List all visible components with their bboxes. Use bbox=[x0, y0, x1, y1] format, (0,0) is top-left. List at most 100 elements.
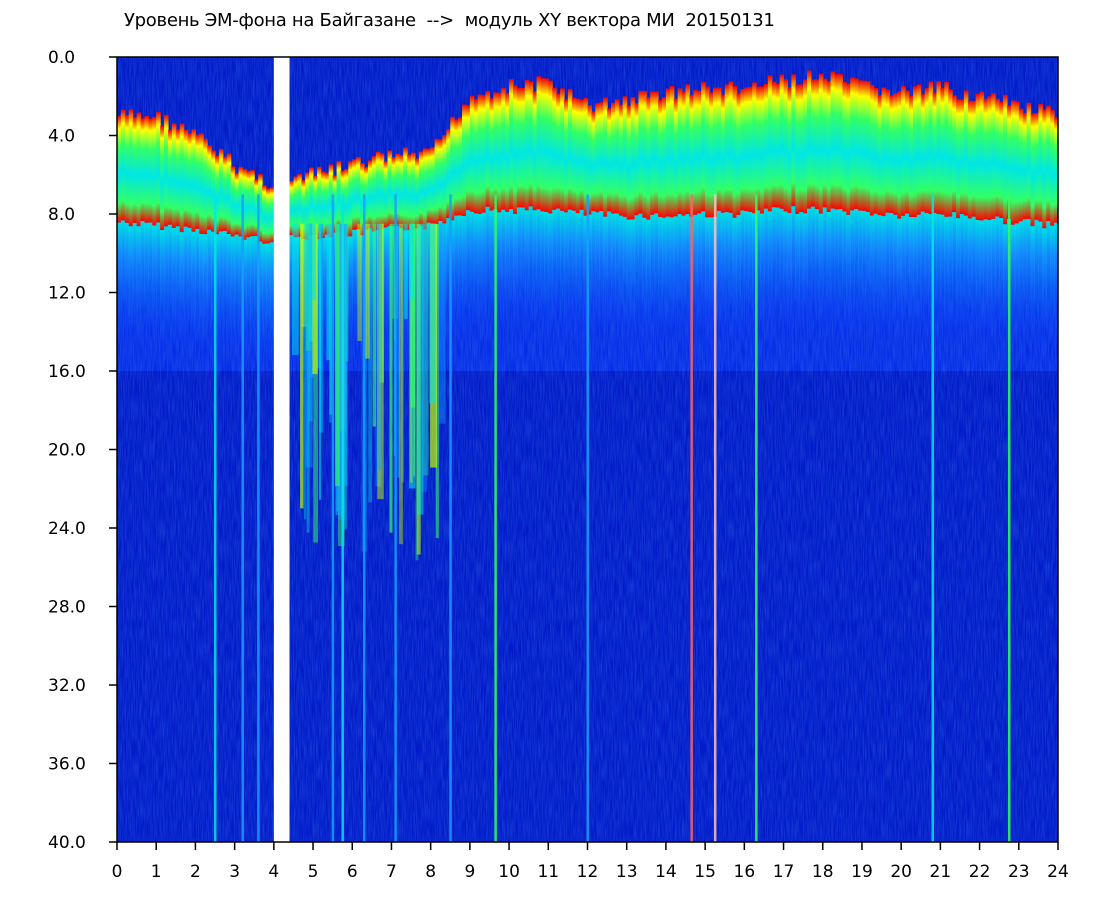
band-under-column bbox=[814, 209, 820, 335]
band-under-column bbox=[842, 211, 847, 338]
band-column bbox=[403, 147, 408, 231]
band-column bbox=[164, 114, 169, 227]
band-column bbox=[167, 129, 173, 225]
band-column bbox=[124, 114, 130, 223]
band-under-column bbox=[877, 215, 883, 341]
band-under-column bbox=[959, 214, 965, 340]
band-column bbox=[889, 95, 894, 214]
band-under-column bbox=[391, 226, 396, 352]
plume-streak bbox=[318, 223, 322, 500]
band-column bbox=[250, 170, 255, 237]
y-tick-label: 36.0 bbox=[48, 755, 86, 775]
band-under-column bbox=[489, 210, 494, 337]
band-column bbox=[924, 88, 930, 213]
band-column bbox=[536, 76, 542, 210]
band-column bbox=[940, 87, 945, 215]
band-under-column bbox=[732, 217, 738, 344]
band-under-column bbox=[705, 217, 710, 343]
band-under-column bbox=[846, 214, 851, 341]
band-column bbox=[583, 97, 589, 216]
band-column bbox=[646, 97, 651, 220]
band-under-column bbox=[469, 211, 475, 338]
band-column bbox=[709, 92, 714, 218]
band-under-column bbox=[901, 215, 906, 342]
band-under-column bbox=[524, 210, 530, 336]
band-column bbox=[391, 157, 396, 227]
plume-streak bbox=[438, 223, 446, 424]
band-column bbox=[822, 78, 828, 208]
band-column bbox=[661, 97, 667, 218]
x-tick-label: 18 bbox=[812, 862, 834, 882]
band-column bbox=[395, 153, 400, 227]
band-under-column bbox=[497, 212, 502, 338]
band-under-column bbox=[1038, 221, 1043, 348]
band-under-column bbox=[516, 207, 522, 333]
band-column bbox=[469, 95, 475, 212]
band-column bbox=[520, 87, 526, 208]
band-column bbox=[916, 84, 922, 215]
band-column bbox=[305, 172, 310, 241]
vertical-streak bbox=[241, 194, 244, 842]
band-column bbox=[497, 92, 502, 213]
band-column bbox=[944, 81, 949, 217]
plume-streak bbox=[421, 223, 428, 492]
band-column bbox=[477, 94, 483, 214]
band-under-column bbox=[560, 210, 565, 337]
band-column bbox=[987, 96, 992, 220]
band-column bbox=[1050, 110, 1055, 226]
band-under-column bbox=[697, 213, 702, 339]
band-column bbox=[544, 78, 549, 212]
band-column bbox=[818, 73, 824, 214]
plume-streak bbox=[399, 223, 403, 545]
band-under-column bbox=[897, 218, 902, 345]
band-column bbox=[226, 153, 232, 235]
band-under-column bbox=[505, 211, 510, 338]
band-column bbox=[1034, 112, 1039, 220]
y-tick-label: 12.0 bbox=[48, 284, 86, 304]
band-under-column bbox=[348, 236, 353, 362]
plume-streak bbox=[404, 223, 408, 319]
plume-streak bbox=[379, 223, 384, 383]
band-column bbox=[920, 94, 926, 212]
x-tick-label: 12 bbox=[577, 862, 599, 882]
band-under-column bbox=[332, 232, 338, 359]
band-column bbox=[556, 93, 561, 209]
band-under-column bbox=[924, 212, 930, 339]
x-tick-label: 14 bbox=[655, 862, 677, 882]
band-column bbox=[379, 153, 385, 230]
band-under-column bbox=[916, 214, 922, 341]
plume-streak bbox=[357, 223, 362, 342]
band-under-column bbox=[540, 211, 545, 337]
band-column bbox=[152, 116, 157, 226]
band-column bbox=[442, 135, 447, 224]
plume-streak bbox=[303, 223, 307, 520]
band-column bbox=[175, 129, 181, 227]
band-under-column bbox=[450, 220, 455, 346]
band-column bbox=[426, 148, 432, 223]
band-column bbox=[952, 95, 957, 213]
band-under-column bbox=[736, 214, 742, 341]
band-under-column bbox=[1050, 225, 1055, 352]
band-column bbox=[971, 100, 977, 217]
band-under-column bbox=[473, 213, 479, 339]
band-column bbox=[893, 93, 898, 215]
band-column bbox=[156, 111, 161, 223]
band-column bbox=[258, 174, 263, 242]
band-under-column bbox=[269, 242, 275, 368]
band-under-column bbox=[222, 230, 228, 357]
band-under-column bbox=[203, 234, 208, 360]
band-under-column bbox=[579, 209, 585, 336]
band-under-column bbox=[618, 215, 624, 342]
band-column bbox=[897, 91, 902, 219]
band-under-column bbox=[763, 208, 769, 335]
band-column bbox=[618, 104, 624, 216]
band-column bbox=[673, 98, 679, 217]
band-under-column bbox=[458, 215, 463, 341]
plume-streak bbox=[377, 223, 382, 469]
plume-streak bbox=[300, 223, 304, 509]
band-column bbox=[614, 99, 620, 214]
band-column bbox=[203, 138, 208, 235]
band-under-column bbox=[148, 222, 153, 349]
band-under-column bbox=[983, 219, 989, 345]
